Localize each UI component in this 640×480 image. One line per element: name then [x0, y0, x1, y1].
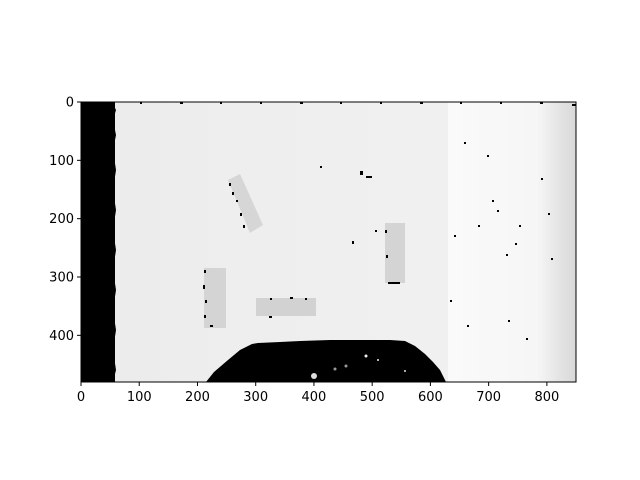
x-tick-label: 400 [302, 390, 327, 405]
object-horizontal-block [256, 298, 316, 316]
x-tick-label: 300 [243, 390, 268, 405]
top-edge-speckles [140, 102, 543, 104]
object-vertical-block-left [204, 268, 226, 328]
y-tick-label: 100 [49, 154, 74, 169]
object-edge-noise [203, 166, 400, 327]
x-tick-label: 800 [534, 390, 559, 405]
image-content [81, 102, 576, 382]
right-panel-speckles [450, 104, 576, 340]
object-vertical-block-right [385, 223, 405, 283]
x-axis: 0 100 200 300 400 500 600 700 800 [77, 382, 559, 405]
y-axis: 0 100 200 300 400 [49, 96, 81, 344]
y-tick-label: 300 [49, 271, 74, 286]
axes-frame [80, 101, 577, 383]
bottom-region-speckles [311, 354, 406, 379]
left-band-edge-noise [110, 104, 116, 382]
x-tick-label: 0 [77, 390, 85, 405]
x-tick-label: 200 [185, 390, 210, 405]
object-tilted-block [228, 174, 263, 233]
x-tick-label: 700 [476, 390, 501, 405]
y-tick-label: 0 [66, 96, 74, 111]
bottom-black-region [206, 340, 446, 382]
right-panel [448, 102, 576, 382]
y-tick-label: 400 [49, 329, 74, 344]
y-tick-label: 200 [49, 212, 74, 227]
x-tick-label: 600 [418, 390, 443, 405]
x-tick-label: 500 [360, 390, 385, 405]
left-black-band [81, 102, 115, 382]
x-tick-label: 100 [127, 390, 152, 405]
